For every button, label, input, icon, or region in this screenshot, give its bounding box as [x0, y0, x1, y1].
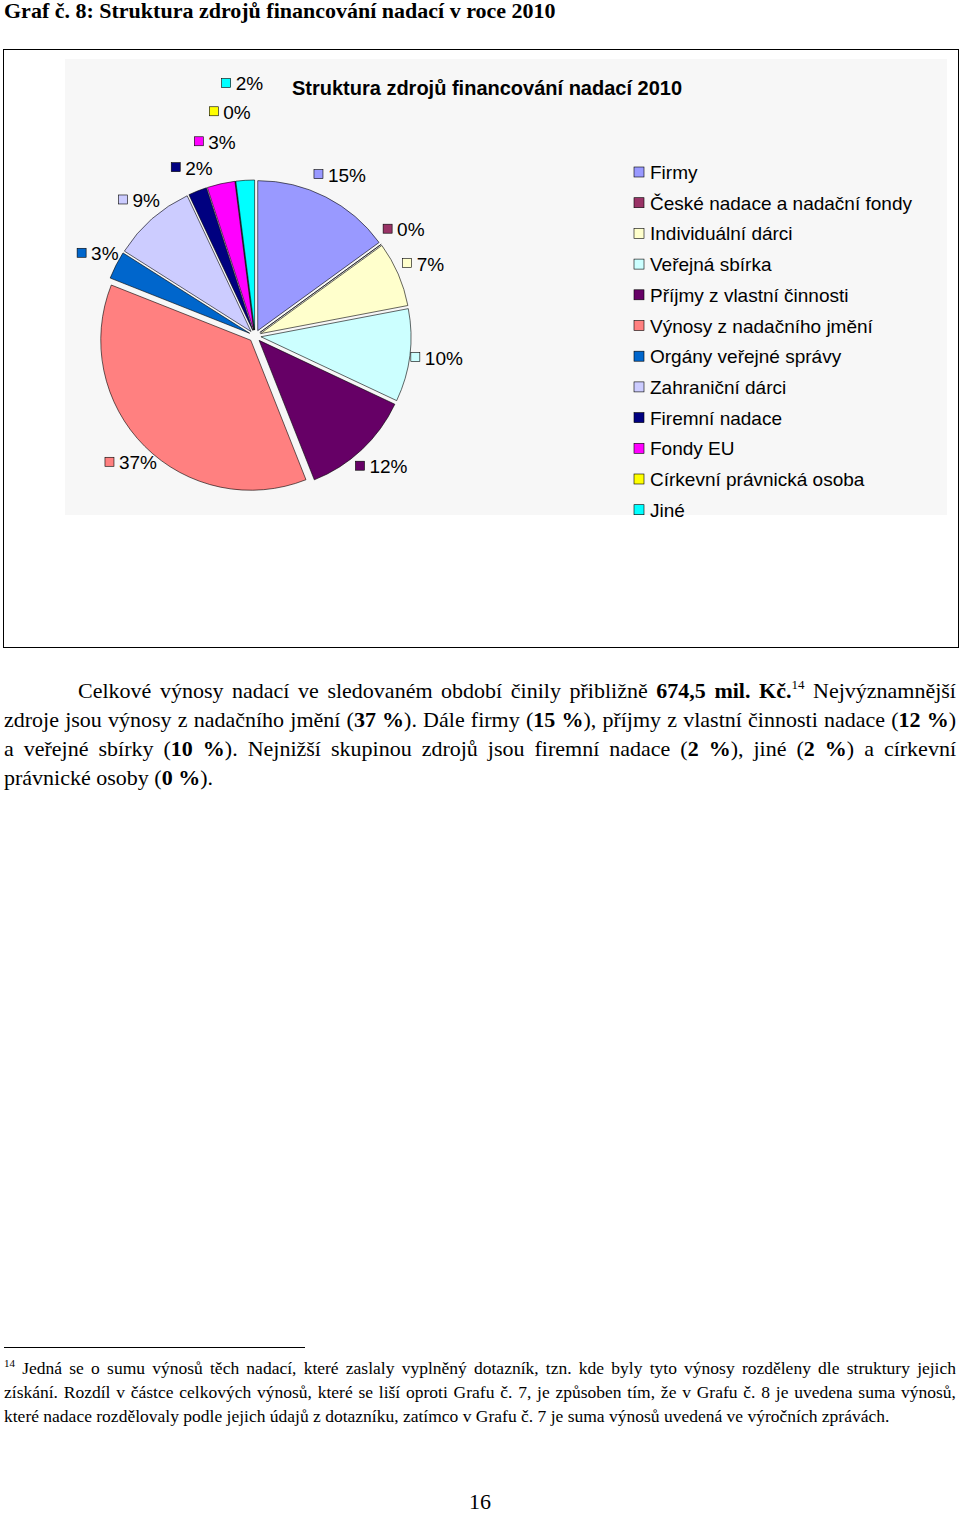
- data-label-key: [314, 170, 323, 179]
- pie-slice: [101, 285, 306, 490]
- legend-key: [634, 321, 644, 331]
- text-run: 2 %: [688, 736, 731, 761]
- data-label-text: 9%: [132, 190, 160, 211]
- data-label: 2%: [171, 158, 213, 179]
- legend-entry: Firemní nadace: [650, 408, 782, 429]
- data-label-text: 0%: [397, 219, 425, 240]
- data-label-text: 37%: [119, 452, 157, 473]
- legend-entry: Jiné: [650, 500, 685, 521]
- legend-entry: Firmy: [650, 162, 698, 183]
- data-label: 3%: [194, 132, 236, 153]
- data-label-text: 2%: [236, 73, 264, 94]
- data-label: 37%: [105, 452, 157, 473]
- text-run: 2 %: [804, 736, 847, 761]
- heading: Graf č. 8: Struktura zdrojů financování …: [4, 0, 556, 24]
- data-label-key: [383, 224, 392, 233]
- data-label-key: [355, 461, 364, 470]
- data-label-key: [105, 457, 114, 466]
- data-label-key: [209, 107, 218, 116]
- legend-entry: Individuální dárci: [650, 223, 793, 244]
- chart-frame: [4, 50, 959, 648]
- footnote-mark: 14: [4, 1357, 15, 1369]
- data-label: 10%: [411, 348, 463, 369]
- legend-key: [634, 474, 644, 484]
- chart-title: Struktura zdrojů financování nadací 2010: [292, 77, 682, 99]
- text-run: ). Dále firmy (: [404, 707, 533, 732]
- data-label-key: [171, 163, 180, 172]
- data-label-key: [403, 259, 412, 268]
- legend-entry: České nadace a nadační fondy: [650, 193, 912, 214]
- legend-entry: Výnosy z nadačního jmění: [650, 316, 874, 337]
- data-label-text: 3%: [208, 132, 236, 153]
- data-label: 7%: [403, 254, 445, 275]
- legend-key: [634, 351, 644, 361]
- data-label-text: 10%: [425, 348, 463, 369]
- data-label-key: [411, 353, 420, 362]
- legend-key: [634, 290, 644, 300]
- paragraph: Celkové výnosy nadací ve sledovaném obdo…: [4, 676, 956, 792]
- chart: Struktura zdrojů financování nadací 2010…: [3, 49, 959, 649]
- text-run: 674,5 mil. Kč.: [656, 678, 791, 703]
- footnote-text: Jedná se o sumu výnosů těch nadací, kter…: [4, 1358, 956, 1426]
- data-labels: 15% 0% 7% 10% 12% 37% 3% 9% 2% 3% 0% 2%: [77, 73, 463, 477]
- text-run: ), příjmy z vlastní činnosti nadace (: [583, 707, 898, 732]
- legend-key: [634, 505, 644, 515]
- data-label: 15%: [314, 165, 366, 186]
- data-label-text: 15%: [328, 165, 366, 186]
- pie: [101, 180, 411, 490]
- data-label-text: 2%: [185, 158, 213, 179]
- text-run: 10 %: [171, 736, 225, 761]
- data-label-text: 0%: [223, 102, 251, 123]
- text-run: ), jiné (: [731, 736, 804, 761]
- legend-key: [634, 413, 644, 423]
- data-label-text: 12%: [369, 456, 407, 477]
- pie-slice: [236, 180, 255, 330]
- text-run: 37 %: [354, 707, 404, 732]
- text-run: Celkové výnosy nadací ve sledovaném obdo…: [78, 678, 656, 703]
- legend-key: [634, 382, 644, 392]
- legend-key: [634, 443, 644, 453]
- legend-key: [634, 167, 644, 177]
- data-label-key: [194, 137, 203, 146]
- data-label-key: [222, 78, 231, 87]
- legend-entry: Orgány veřejné správy: [650, 346, 842, 367]
- legend-entry: Církevní právnická osoba: [650, 469, 865, 490]
- data-label: 9%: [118, 190, 160, 211]
- plot-area: [65, 59, 947, 515]
- footnote-ref: 14: [791, 677, 804, 692]
- legend-key: [634, 228, 644, 238]
- legend-entry: Veřejná sbírka: [650, 254, 772, 275]
- data-label: 0%: [383, 219, 425, 240]
- legend-entry: Fondy EU: [650, 438, 734, 459]
- footnote-rule: [4, 1347, 305, 1348]
- text-run: 0 %: [162, 765, 201, 790]
- legend-key: [634, 198, 644, 208]
- page-number: 16: [0, 1489, 960, 1513]
- legend-entry: Zahraniční dárci: [650, 377, 786, 398]
- data-label: 3%: [77, 243, 119, 264]
- data-label: 12%: [355, 456, 407, 477]
- legend-key: [634, 259, 644, 269]
- footnote: 14 Jedná se o sumu výnosů těch nadací, k…: [4, 1356, 956, 1428]
- text-run: 12 %: [899, 707, 949, 732]
- data-label: 2%: [222, 73, 264, 94]
- data-label: 0%: [209, 102, 251, 123]
- text-run: ). Nejnižší skupinou zdrojů jsou firemní…: [225, 736, 688, 761]
- legend: Firmy České nadace a nadační fondy Individ…: [634, 162, 912, 521]
- text-run: ).: [200, 765, 213, 790]
- data-label-text: 3%: [91, 243, 119, 264]
- data-label-key: [77, 248, 86, 257]
- data-label-key: [118, 195, 127, 204]
- text-run: 15 %: [533, 707, 583, 732]
- data-label-text: 7%: [417, 254, 445, 275]
- legend-entry: Příjmy z vlastní činnosti: [650, 285, 849, 306]
